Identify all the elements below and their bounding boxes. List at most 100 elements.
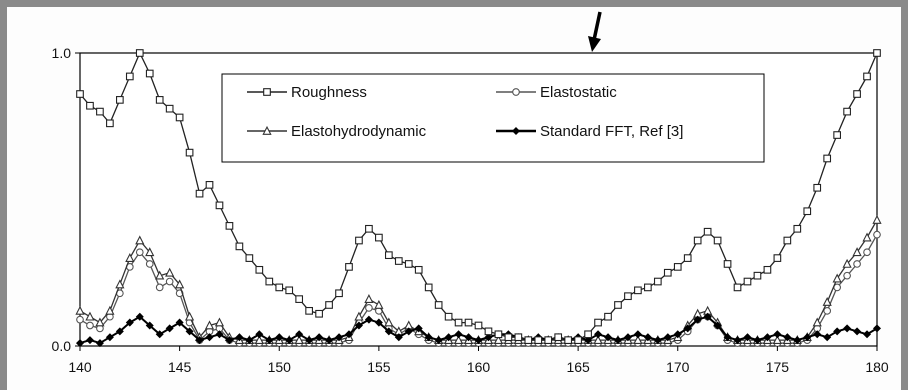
data-point-roughness [215, 201, 224, 210]
plot-layer [75, 49, 882, 348]
data-point-roughness [693, 236, 702, 245]
data-point-roughness [325, 301, 333, 309]
data-point-roughness [225, 222, 234, 230]
data-point-roughness [574, 336, 582, 344]
data-point-roughness [703, 227, 712, 236]
data-point-roughness [524, 336, 533, 344]
data-point-standard-fft-ref-3 [793, 336, 802, 345]
data-point-elastohydrodynamic [842, 258, 852, 268]
data-point-elastostatic [76, 315, 84, 324]
data-point-roughness [554, 333, 563, 342]
data-point-roughness [663, 268, 672, 277]
data-point-standard-fft-ref-3 [434, 336, 443, 345]
data-point-standard-fft-ref-3 [225, 336, 234, 345]
data-point-elastohydrodynamic [812, 317, 822, 327]
data-point-standard-fft-ref-3 [195, 336, 204, 345]
data-point-standard-fft-ref-3 [474, 336, 483, 345]
data-point-roughness [434, 301, 443, 309]
data-point-standard-fft-ref-3 [295, 330, 304, 339]
data-point-elastohydrodynamic [135, 235, 145, 245]
x-tick-label: 180 [865, 359, 889, 375]
data-point-standard-fft-ref-3 [245, 336, 254, 345]
data-point-standard-fft-ref-3 [215, 330, 224, 339]
data-point-elastohydrodynamic [105, 305, 115, 315]
data-point-roughness [96, 107, 104, 116]
data-point-standard-fft-ref-3 [613, 336, 622, 345]
data-point-roughness [733, 283, 742, 292]
data-point-elastohydrodynamic [453, 335, 464, 344]
data-point-roughness [823, 154, 832, 163]
data-point-standard-fft-ref-3 [594, 330, 603, 339]
data-point-elastohydrodynamic [155, 270, 165, 280]
data-point-roughness [494, 330, 503, 339]
data-point-elastostatic [853, 260, 861, 268]
axis-ticks: 140 145 150 155 160 165 170 175 180 0.0 1.0 [52, 45, 889, 375]
data-point-roughness [125, 72, 134, 81]
data-point-roughness [534, 336, 543, 344]
data-point-roughness [853, 90, 861, 98]
data-point-elastostatic [863, 248, 871, 257]
data-point-elastostatic [873, 230, 881, 239]
legend-label: Roughness [291, 84, 367, 101]
data-point-roughness [783, 236, 792, 245]
data-point-roughness [843, 107, 851, 116]
arrow-head [588, 36, 601, 52]
legend-label: Elastostatic [540, 84, 617, 101]
data-point-roughness [145, 69, 154, 78]
data-point-elastohydrodynamic [832, 273, 842, 283]
data-point-roughness [753, 271, 762, 280]
data-point-elastohydrodynamic [593, 335, 603, 344]
data-point-roughness [116, 96, 124, 104]
data-point-roughness [205, 181, 214, 189]
data-point-elastohydrodynamic [633, 335, 643, 344]
data-point-standard-fft-ref-3 [853, 327, 862, 336]
data-point-standard-fft-ref-3 [803, 333, 812, 342]
data-point-elastohydrodynamic [772, 335, 782, 344]
data-point-roughness [355, 236, 363, 245]
data-point-standard-fft-ref-3 [584, 336, 593, 345]
legend-swatch-marker [262, 125, 272, 135]
data-point-standard-fft-ref-3 [105, 333, 114, 342]
data-point-roughness [414, 265, 423, 274]
legend-label: Standard FFT, Ref [3] [540, 123, 683, 140]
data-point-standard-fft-ref-3 [444, 333, 453, 342]
data-point-roughness [195, 189, 204, 198]
data-point-standard-fft-ref-3 [325, 336, 334, 345]
data-point-standard-fft-ref-3 [335, 333, 344, 342]
data-point-standard-fft-ref-3 [285, 336, 294, 345]
data-point-roughness [155, 96, 164, 104]
data-point-standard-fft-ref-3 [354, 321, 363, 330]
data-point-roughness [315, 309, 323, 318]
data-point-elastohydrodynamic [115, 279, 125, 289]
data-point-standard-fft-ref-3 [305, 336, 314, 345]
data-point-standard-fft-ref-3 [723, 333, 732, 342]
data-point-standard-fft-ref-3 [673, 330, 682, 339]
data-point-standard-fft-ref-3 [633, 330, 642, 339]
data-point-standard-fft-ref-3 [604, 333, 613, 342]
data-point-roughness [484, 327, 493, 336]
series-roughness [76, 49, 881, 344]
data-point-standard-fft-ref-3 [394, 333, 403, 342]
data-point-elastohydrodynamic [125, 252, 135, 262]
data-point-roughness [614, 301, 622, 309]
data-point-elastostatic [155, 283, 164, 292]
data-point-standard-fft-ref-3 [344, 330, 353, 339]
data-point-standard-fft-ref-3 [95, 339, 104, 348]
data-point-roughness [365, 224, 373, 233]
data-point-elastohydrodynamic [493, 335, 504, 344]
data-point-roughness [504, 333, 513, 342]
data-point-roughness [863, 72, 871, 81]
data-point-roughness [514, 333, 523, 342]
data-point-standard-fft-ref-3 [872, 324, 882, 333]
arrow-annotation [588, 11, 602, 52]
data-point-standard-fft-ref-3 [235, 333, 244, 342]
data-point-roughness [604, 312, 612, 321]
data-point-standard-fft-ref-3 [813, 330, 822, 339]
data-point-elastostatic [823, 306, 832, 315]
data-point-roughness [594, 318, 602, 327]
data-point-roughness [345, 263, 353, 271]
data-point-roughness [584, 330, 592, 339]
data-point-standard-fft-ref-3 [783, 333, 792, 342]
data-point-elastostatic [135, 248, 144, 257]
data-point-standard-fft-ref-3 [623, 333, 632, 342]
